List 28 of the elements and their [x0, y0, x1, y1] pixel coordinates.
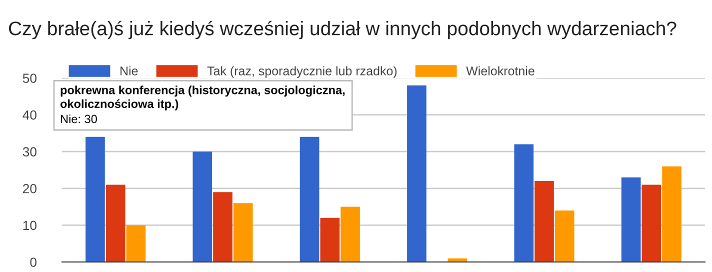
bar	[192, 152, 212, 262]
legend-label: Tak (raz, sporadycznie lub rzadko)	[207, 66, 397, 78]
bar	[662, 166, 682, 262]
bar	[407, 85, 426, 262]
y-tick-label: 10	[23, 220, 36, 230]
bar	[554, 210, 574, 262]
chart-title: Czy brałe(a)ś już kiedyś wcześniej udział w innych podobnych wydarzeniach?	[8, 20, 676, 40]
bar	[621, 177, 641, 262]
y-tick-label: 0	[30, 258, 36, 267]
bar	[320, 218, 340, 262]
legend-label: Wielokrotnie	[466, 66, 534, 76]
bar	[340, 206, 360, 262]
bar	[300, 136, 320, 262]
y-tick-label: 20	[22, 184, 36, 194]
bar	[106, 184, 126, 262]
legend-label: Nie	[120, 66, 138, 76]
bar	[514, 144, 534, 262]
y-tick-label: 30	[22, 147, 36, 157]
bar	[233, 203, 253, 262]
annotation: Nie: 30	[60, 114, 97, 124]
y-tick-label: 50	[22, 74, 36, 83]
bar	[642, 184, 662, 262]
bar	[126, 225, 146, 262]
annotation: pokrewna konferencja (historyczna, socjologiczna, okolicznościowa itp.)	[60, 86, 345, 110]
bar	[86, 136, 105, 262]
y-tick-label: 40	[22, 110, 36, 120]
bar	[213, 192, 232, 262]
bar	[534, 181, 554, 262]
